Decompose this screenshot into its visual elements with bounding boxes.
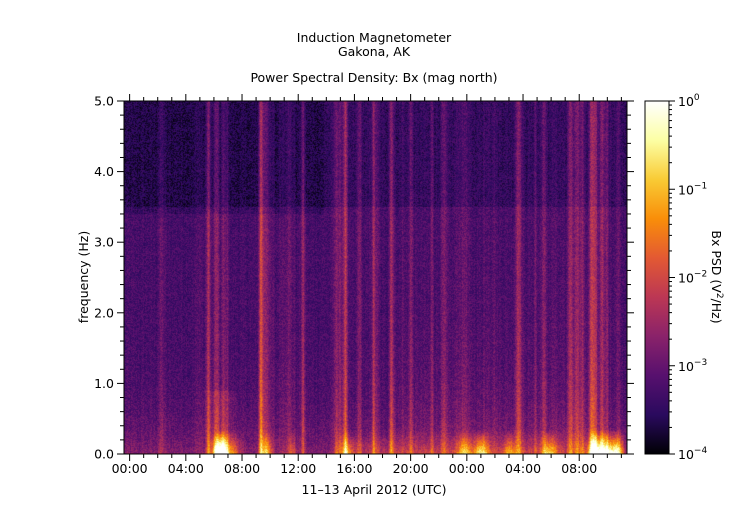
colorbar-ticks: 100 10−1 10−2 10−3 10−4 — [669, 93, 707, 462]
colorbar-label: Bx PSD (V2/Hz) — [709, 230, 724, 323]
y-tick-label: 2.0 — [94, 305, 114, 320]
y-tick-label: 4.0 — [94, 164, 114, 179]
y-axis: 0.0 1.0 2.0 3.0 4.0 5.0 — [94, 94, 634, 462]
y-tick-label: 0.0 — [94, 447, 114, 462]
x-tick-label: 08:00 — [224, 461, 260, 476]
plot-frame — [123, 100, 628, 455]
colorbar — [644, 100, 670, 455]
x-tick-label: 16:00 — [336, 461, 372, 476]
colorbar-tick-label: 10−1 — [678, 181, 707, 197]
colorbar-tick-label: 10−4 — [678, 446, 707, 462]
x-axis-label: 11–13 April 2012 (UTC) — [302, 482, 447, 497]
figure-title: Induction Magnetometer — [297, 30, 452, 45]
x-axis: 00:00 04:00 08:00 12:00 16:00 20:00 00:00 04:00… — [112, 94, 622, 476]
colorbar-tick-label: 10−3 — [678, 358, 707, 374]
y-tick-label: 1.0 — [94, 376, 114, 391]
figure-location: Gakona, AK — [338, 44, 411, 59]
x-tick-label: 04:00 — [505, 461, 541, 476]
y-tick-label: 5.0 — [94, 94, 114, 109]
x-tick-label: 20:00 — [393, 461, 429, 476]
x-tick-label: 12:00 — [280, 461, 316, 476]
x-tick-label: 04:00 — [168, 461, 204, 476]
y-axis-label: frequency (Hz) — [76, 231, 91, 323]
colorbar-tick-label: 100 — [678, 93, 700, 109]
colorbar-tick-label: 10−2 — [678, 270, 707, 286]
x-tick-label: 00:00 — [449, 461, 485, 476]
y-tick-label: 3.0 — [94, 235, 114, 250]
spectrogram-plot-area — [124, 101, 627, 454]
figure-subtitle: Power Spectral Density: Bx (mag north) — [250, 70, 497, 85]
x-tick-label: 00:00 — [112, 461, 148, 476]
spectrogram-heatmap — [124, 101, 627, 454]
x-tick-label: 08:00 — [561, 461, 597, 476]
